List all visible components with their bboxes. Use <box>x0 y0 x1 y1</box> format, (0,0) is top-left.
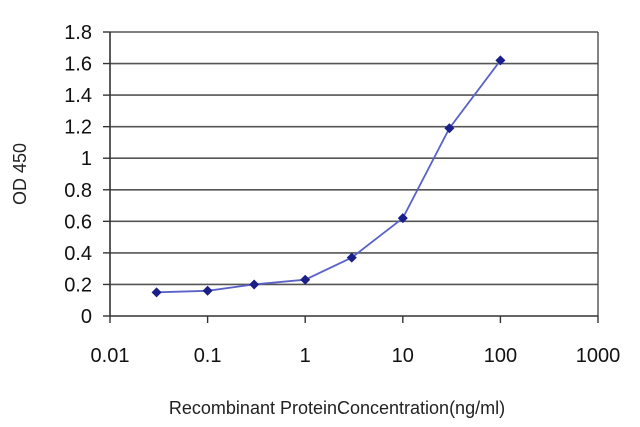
data-point-6 <box>444 123 455 134</box>
y-tick-label-3: 0.6 <box>64 211 92 233</box>
data-point-5 <box>397 213 408 224</box>
x-tick-label-4: 100 <box>484 345 517 367</box>
y-tick-label-7: 1.4 <box>64 85 92 107</box>
y-tick-label-1: 0.2 <box>64 274 92 296</box>
data-point-3 <box>300 274 311 285</box>
y-tick-label-9: 1.8 <box>64 22 92 44</box>
y-axis-title: OD 450 <box>10 143 30 205</box>
x-tick-label-1: 0.1 <box>194 345 222 367</box>
data-point-4 <box>346 252 357 263</box>
y-tick-label-4: 0.8 <box>64 180 92 202</box>
data-point-0 <box>151 287 162 298</box>
data-point-2 <box>249 279 260 290</box>
x-axis-title: Recombinant ProteinConcentration(ng/ml) <box>169 398 505 418</box>
series-line-0 <box>156 59 502 294</box>
gridlines <box>110 31 598 286</box>
x-tick-labels: 0.01 0.1 1 10 100 1000 <box>91 345 621 367</box>
y-tick-label-0: 0 <box>81 306 92 328</box>
axes <box>103 31 599 323</box>
x-tick-label-3: 10 <box>392 345 414 367</box>
y-tick-label-6: 1.2 <box>64 117 92 139</box>
y-tick-label-2: 0.4 <box>64 243 92 265</box>
data-series <box>151 55 506 298</box>
y-tick-label-5: 1 <box>81 148 92 170</box>
x-tick-label-5: 1000 <box>576 345 621 367</box>
data-point-7 <box>495 55 506 66</box>
data-point-1 <box>202 285 213 296</box>
y-tick-labels: 0 0.2 0.4 0.6 0.8 1 1.2 1.4 1.6 1.8 <box>64 22 92 328</box>
x-tick-label-2: 1 <box>300 345 311 367</box>
y-tick-label-8: 1.6 <box>64 54 92 76</box>
x-tick-label-0: 0.01 <box>91 345 130 367</box>
